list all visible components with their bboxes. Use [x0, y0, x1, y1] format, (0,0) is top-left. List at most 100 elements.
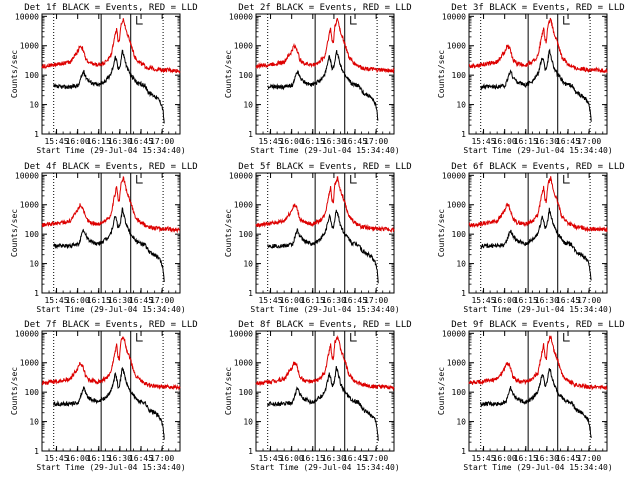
corner-bracket-marker: [350, 16, 357, 25]
lld-series-line: [41, 18, 181, 75]
x-tick-label: 16:15: [514, 137, 538, 146]
corner-bracket-marker: [350, 333, 357, 342]
y-tick-label: 1000: [447, 359, 466, 368]
axes-frame: [41, 172, 181, 294]
y-tick-label: 10000: [442, 171, 466, 180]
corner-bracket-marker: [563, 333, 570, 342]
x-tick-label: 15:45: [471, 296, 495, 305]
y-tick-label: 10000: [442, 329, 466, 338]
x-tick-label: 16:30: [108, 296, 132, 305]
x-axis-label: Start Time (29-Jul-04 15:34:40): [36, 305, 185, 314]
panel-title: Det 9f BLACK = Events, RED = LLD: [451, 320, 624, 330]
panel-grid: Det 1f BLACK = Events, RED = LLD 1 10 100 10…: [10, 3, 625, 472]
panel-7: Det 7f BLACK = Events, RED = LLD 1 10 100 10…: [10, 320, 198, 472]
x-tick-label: 16:45: [343, 296, 367, 305]
panel-title: Det 3f BLACK = Events, RED = LLD: [451, 3, 624, 13]
y-tick-label: 10000: [15, 171, 39, 180]
y-tick-label: 10: [29, 260, 39, 269]
x-tick-label: 15:45: [471, 137, 495, 146]
x-tick-label: 17:00: [364, 296, 388, 305]
y-axis-label: Counts/sec: [10, 209, 19, 257]
y-tick-label: 100: [452, 388, 467, 397]
y-tick-label: 10: [456, 260, 466, 269]
lld-series-line: [41, 175, 181, 234]
y-tick-label: 10: [29, 101, 39, 110]
panel-2: Det 2f BLACK = Events, RED = LLD 1 10 100 10…: [224, 3, 412, 155]
panel-1: Det 1f BLACK = Events, RED = LLD 1 10 100 10…: [10, 3, 198, 155]
x-tick-label: 16:15: [301, 296, 325, 305]
x-tick-label: 16:15: [87, 296, 111, 305]
y-tick-label: 1: [248, 447, 253, 456]
y-tick-label: 1: [461, 447, 466, 456]
lld-series-line: [41, 336, 181, 391]
y-tick-label: 10000: [442, 12, 466, 21]
y-tick-label: 1: [34, 130, 39, 139]
x-tick-label: 16:00: [280, 137, 304, 146]
x-tick-label: 16:45: [556, 296, 580, 305]
x-tick-label: 17:00: [577, 137, 601, 146]
x-axis-label: Start Time (29-Jul-04 15:34:40): [463, 146, 612, 155]
y-axis-label: Counts/sec: [437, 209, 446, 257]
y-tick-label: 1000: [234, 359, 253, 368]
y-tick-label: 1: [461, 130, 466, 139]
y-tick-label: 10: [243, 101, 253, 110]
x-tick-label: 16:45: [129, 296, 153, 305]
y-axis-label: Counts/sec: [10, 367, 19, 415]
panel-title: Det 6f BLACK = Events, RED = LLD: [451, 162, 624, 172]
y-tick-label: 1: [34, 289, 39, 298]
x-axis-label: Start Time (29-Jul-04 15:34:40): [250, 463, 399, 472]
x-tick-label: 16:15: [301, 454, 325, 463]
lld-series-line: [255, 17, 395, 74]
y-tick-label: 1000: [447, 201, 466, 210]
x-tick-label: 15:45: [258, 454, 282, 463]
y-tick-label: 100: [25, 388, 40, 397]
panel-title: Det 1f BLACK = Events, RED = LLD: [24, 3, 197, 13]
x-tick-label: 16:15: [301, 137, 325, 146]
y-tick-label: 100: [239, 230, 254, 239]
x-tick-label: 16:15: [514, 296, 538, 305]
x-tick-label: 16:00: [66, 137, 90, 146]
x-axis-label: Start Time (29-Jul-04 15:34:40): [36, 463, 185, 472]
axes-frame: [468, 172, 608, 294]
panel-title: Det 8f BLACK = Events, RED = LLD: [238, 320, 411, 330]
y-tick-label: 1000: [20, 42, 39, 51]
events-series-line: [267, 209, 379, 284]
x-tick-label: 17:00: [150, 454, 174, 463]
y-tick-label: 1000: [447, 42, 466, 51]
x-tick-label: 16:45: [129, 454, 153, 463]
x-tick-label: 15:45: [258, 296, 282, 305]
x-tick-label: 15:45: [44, 454, 68, 463]
y-tick-label: 100: [239, 71, 254, 80]
axes-frame: [468, 330, 608, 452]
y-axis-label: Counts/sec: [224, 367, 233, 415]
x-tick-label: 16:00: [66, 296, 90, 305]
x-axis-label: Start Time (29-Jul-04 15:34:40): [36, 146, 185, 155]
x-tick-label: 16:00: [493, 137, 517, 146]
corner-bracket-marker: [136, 16, 143, 25]
lld-series-line: [255, 334, 395, 392]
y-tick-label: 10: [456, 418, 466, 427]
x-axis-label: Start Time (29-Jul-04 15:34:40): [250, 146, 399, 155]
y-tick-label: 1000: [234, 42, 253, 51]
x-tick-label: 16:30: [535, 137, 559, 146]
x-tick-label: 16:45: [129, 137, 153, 146]
axes-frame: [41, 330, 181, 452]
x-tick-label: 16:30: [535, 454, 559, 463]
x-tick-label: 16:00: [66, 454, 90, 463]
panel-3: Det 3f BLACK = Events, RED = LLD 1 10 100 10…: [437, 3, 625, 155]
panel-title: Det 5f BLACK = Events, RED = LLD: [238, 162, 411, 172]
events-series-line: [480, 207, 592, 281]
corner-bracket-marker: [136, 333, 143, 342]
panel-6: Det 6f BLACK = Events, RED = LLD 1 10 100 10…: [437, 162, 625, 314]
lld-series-line: [468, 17, 608, 74]
corner-bracket-marker: [136, 175, 143, 184]
x-tick-label: 16:30: [322, 454, 346, 463]
x-tick-label: 16:45: [343, 137, 367, 146]
y-axis-label: Counts/sec: [224, 209, 233, 257]
events-series-line: [53, 49, 165, 124]
panel-5: Det 5f BLACK = Events, RED = LLD 1 10 100 10…: [224, 162, 412, 314]
x-tick-label: 16:45: [556, 137, 580, 146]
y-tick-label: 100: [25, 71, 40, 80]
x-tick-label: 16:15: [514, 454, 538, 463]
